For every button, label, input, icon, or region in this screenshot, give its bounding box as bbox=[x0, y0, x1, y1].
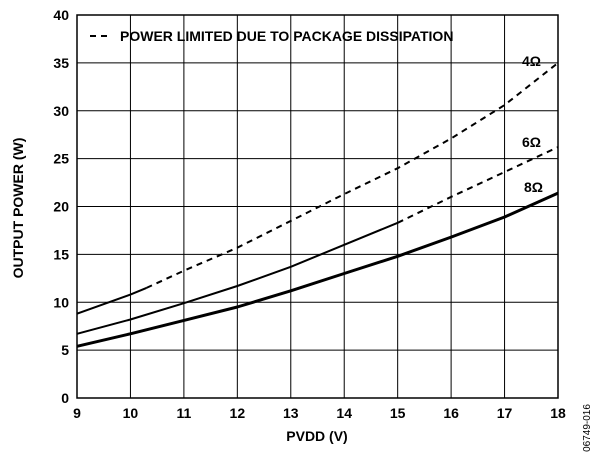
series-lines bbox=[76, 62, 559, 348]
x-tick-label-7: 16 bbox=[443, 405, 459, 421]
x-tick-label-8: 17 bbox=[497, 405, 513, 421]
series-0-solid-line bbox=[76, 286, 147, 315]
y-tick-label-8: 40 bbox=[53, 7, 69, 23]
x-tick-label-6: 15 bbox=[390, 405, 406, 421]
x-tick-label-2: 11 bbox=[176, 405, 191, 421]
legend-label: POWER LIMITED DUE TO PACKAGE DISSIPATION bbox=[120, 28, 453, 44]
y-tick-label-0: 0 bbox=[61, 390, 69, 406]
y-tick-label-2: 10 bbox=[53, 294, 69, 310]
x-tick-label-9: 18 bbox=[550, 405, 566, 421]
tick-labels: 9 10 11 12 13 14 15 16 17 18 0 5 10 15 20 25 30 35 40 bbox=[53, 7, 566, 421]
y-tick-label-5: 25 bbox=[53, 151, 69, 167]
series-label-8ohm: 8Ω bbox=[524, 179, 543, 195]
x-axis-title: PVDD (V) bbox=[286, 428, 347, 444]
x-tick-label-5: 14 bbox=[336, 405, 352, 421]
plot-frame bbox=[76, 14, 559, 399]
x-tick-label-3: 12 bbox=[230, 405, 246, 421]
y-tick-label-4: 20 bbox=[53, 199, 69, 215]
series-label-4ohm: 4Ω bbox=[522, 53, 541, 69]
y-tick-label-6: 30 bbox=[53, 103, 69, 119]
x-tick-label-4: 13 bbox=[283, 405, 299, 421]
x-tick-label-1: 10 bbox=[123, 405, 139, 421]
series-0-dashed-line bbox=[146, 62, 559, 289]
series-2-solid-line bbox=[76, 191, 559, 348]
series-label-6ohm: 6Ω bbox=[522, 134, 541, 150]
y-axis-title: OUTPUT POWER (W) bbox=[10, 138, 26, 279]
plot-border bbox=[76, 14, 559, 399]
x-tick-label-0: 9 bbox=[73, 405, 81, 421]
series-1-solid-line bbox=[76, 221, 399, 335]
y-tick-label-3: 15 bbox=[53, 246, 69, 262]
legend: POWER LIMITED DUE TO PACKAGE DISSIPATION bbox=[90, 28, 453, 44]
y-tick-label-7: 35 bbox=[53, 55, 69, 71]
y-tick-label-1: 5 bbox=[61, 342, 69, 358]
figure-id: 06749-016 bbox=[582, 404, 593, 452]
series-1-dashed-line bbox=[397, 146, 559, 224]
